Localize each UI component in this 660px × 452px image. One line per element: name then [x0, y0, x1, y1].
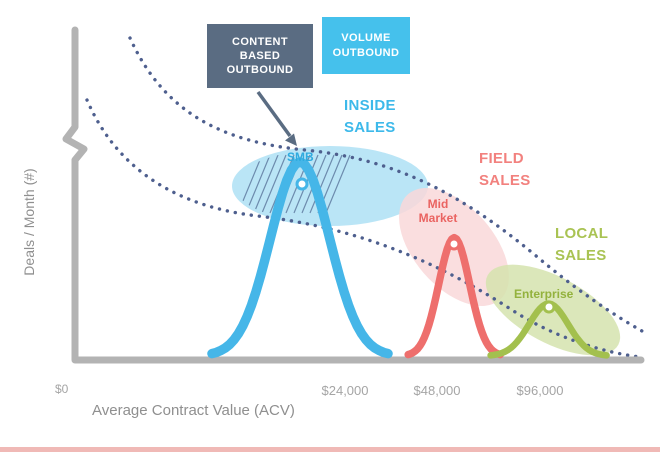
x-tick-96000: $96,000	[516, 383, 564, 398]
enterprise-marker-dot	[542, 300, 556, 314]
x-tick-24000: $24,000	[321, 383, 369, 398]
x-tick-48000: $48,000	[413, 383, 461, 398]
content-based-outbound-box: CONTENT BASED OUTBOUND	[207, 24, 313, 88]
smb-highlight-ellipse	[232, 146, 428, 226]
smb-curve	[207, 157, 393, 359]
x-axis-title: Average Contract Value (ACV)	[92, 402, 295, 419]
lower-dotted-guide	[85, 98, 642, 359]
content-outbound-arrowhead	[285, 133, 297, 146]
upper-dotted-guide	[128, 36, 644, 333]
mid-market-marker-dot	[447, 237, 461, 251]
content-outbound-arrow	[256, 90, 292, 138]
volume-outbound-box: VOLUME OUTBOUND	[322, 17, 410, 74]
smb-marker-dot	[295, 177, 309, 191]
y-axis-title: Deals / Month (#)	[21, 168, 37, 276]
axes	[62, 26, 645, 364]
x-tick-0: $0	[55, 382, 69, 396]
bottom-accent-bar	[0, 447, 660, 452]
